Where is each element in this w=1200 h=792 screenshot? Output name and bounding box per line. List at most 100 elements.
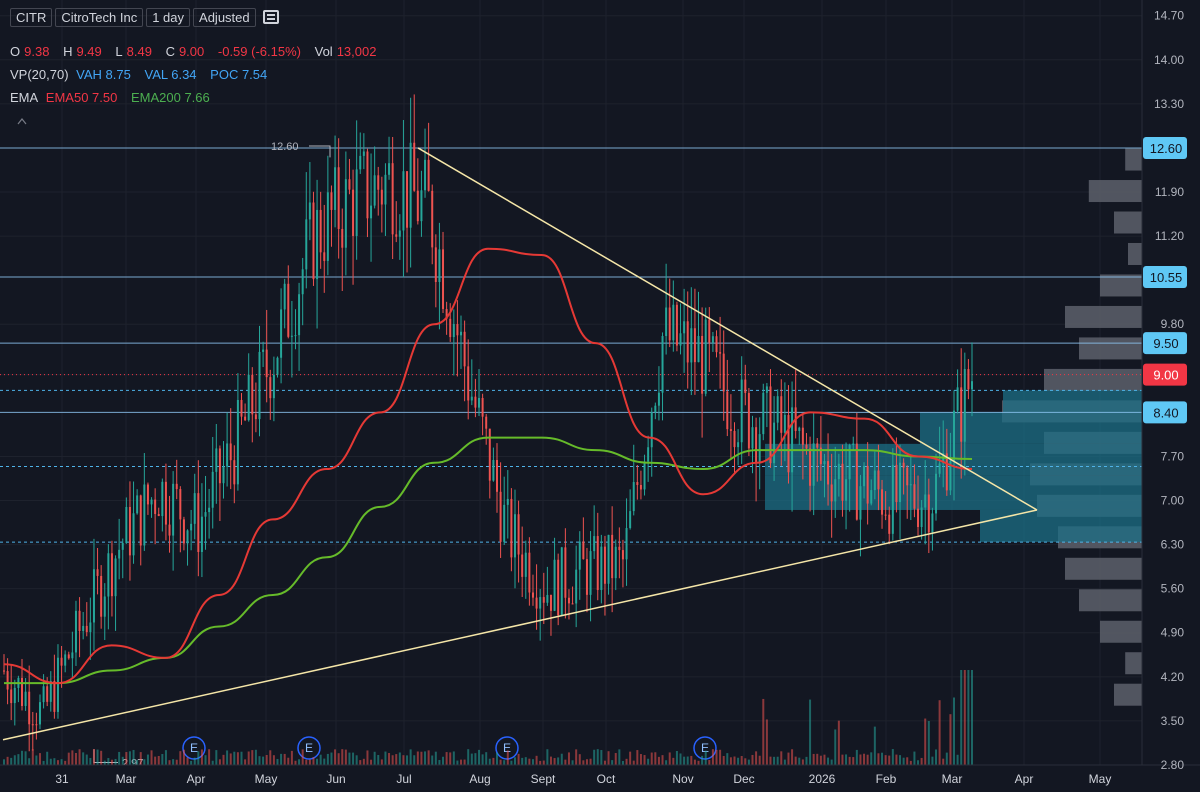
interval-button[interactable]: 1 day — [146, 8, 191, 27]
candle-body — [488, 428, 491, 481]
volume-bar — [701, 755, 704, 765]
candle-body — [157, 513, 160, 517]
volume-bar — [553, 758, 556, 765]
candle-body — [650, 412, 653, 448]
volume-bar — [863, 753, 866, 765]
volume-bar — [143, 759, 146, 765]
candle-body — [607, 534, 610, 584]
volume-bar — [262, 756, 265, 765]
volume-bar — [769, 756, 772, 765]
candle-body — [693, 328, 696, 363]
candle-body — [190, 523, 193, 531]
volume-bar — [708, 759, 711, 765]
volume-bar — [938, 700, 941, 765]
volume-bar — [812, 753, 815, 765]
volume-bar — [816, 753, 819, 765]
x-tick-label: Mar — [942, 772, 963, 786]
volume-bar — [229, 753, 232, 765]
volume-bar — [596, 749, 599, 765]
candle-body — [701, 335, 704, 394]
candle-body — [816, 443, 819, 448]
volume-bar — [521, 757, 524, 765]
adjust-button[interactable]: Adjusted — [193, 8, 256, 27]
volume-bar — [366, 750, 369, 765]
volume-bar — [305, 759, 308, 765]
volume-bar — [697, 760, 700, 765]
volume-bar — [391, 755, 394, 765]
volume-bar — [157, 755, 160, 765]
ema-indicator-legend[interactable]: EMA EMA50 7.50 EMA200 7.66 — [10, 90, 210, 105]
candle-body — [402, 171, 405, 231]
candle-body — [143, 484, 146, 546]
volume-bar — [953, 697, 956, 765]
candle-body — [182, 519, 185, 544]
candle-body — [366, 151, 369, 219]
vp-indicator-legend[interactable]: VP(20,70) VAH 8.75 VAL 6.34 POC 7.54 — [10, 67, 267, 82]
candle-body — [10, 689, 13, 704]
candle-body — [913, 484, 916, 509]
candle-body — [791, 407, 794, 473]
candle-body — [917, 508, 920, 527]
volume-bar — [877, 753, 880, 765]
symbol-button[interactable]: CITR — [10, 8, 53, 27]
volume-bar — [956, 754, 959, 765]
candle-body — [229, 443, 232, 461]
volume-bar — [949, 714, 952, 765]
collapse-chevron-icon — [17, 118, 27, 125]
candle-body — [478, 397, 481, 408]
x-tick-label: Mar — [116, 772, 137, 786]
candle-body — [215, 448, 218, 472]
candle-body — [747, 392, 750, 449]
candle-body — [643, 461, 646, 490]
volume-bar — [823, 754, 826, 765]
volume-bar — [632, 760, 635, 765]
candle-body — [38, 702, 41, 725]
volume-bar — [290, 750, 293, 765]
volume-bar — [190, 760, 193, 765]
candle-body — [837, 463, 840, 480]
volume-bar — [722, 755, 725, 765]
candle-body — [654, 405, 657, 413]
close-label: C — [165, 44, 175, 59]
volume-bar — [506, 750, 509, 765]
y-tick-label: 3.50 — [1161, 714, 1185, 728]
vp-bar — [1079, 589, 1142, 612]
candle-body — [258, 351, 261, 420]
vp-bar — [1125, 148, 1142, 171]
candle-body — [668, 307, 671, 341]
volume-bar — [456, 760, 459, 765]
candle-body — [927, 494, 930, 533]
x-tick-label: May — [255, 772, 278, 786]
volume-bar — [150, 750, 153, 765]
volume-bar — [603, 760, 606, 765]
volume-bar — [445, 752, 448, 765]
candle-body — [848, 445, 851, 480]
volume-bar — [373, 751, 376, 765]
candle-body — [521, 554, 524, 577]
volume-bar — [665, 760, 668, 765]
candle-body — [909, 484, 912, 486]
candle-body — [265, 349, 268, 378]
settings-icon[interactable] — [262, 10, 279, 24]
volume-bar — [211, 760, 214, 765]
candle-body — [474, 396, 477, 408]
volume-bar — [384, 751, 387, 765]
volume-bar — [809, 699, 812, 765]
candle-body — [963, 369, 966, 442]
ema50-value: EMA50 7.50 — [45, 90, 118, 105]
candle-body — [78, 610, 81, 631]
volume-bar — [848, 756, 851, 765]
candle-body — [452, 324, 455, 338]
company-name[interactable]: CitroTech Inc — [55, 8, 144, 27]
earnings-marker[interactable]: E — [297, 736, 321, 760]
candle-body — [855, 443, 858, 520]
volume-bar — [531, 759, 534, 765]
candle-body — [352, 189, 355, 236]
candle-body — [783, 414, 786, 433]
candle-body — [805, 444, 808, 449]
volume-bar — [971, 670, 973, 765]
volume-bar — [395, 754, 398, 765]
volume-bar — [467, 749, 470, 765]
candle-body — [175, 483, 178, 490]
